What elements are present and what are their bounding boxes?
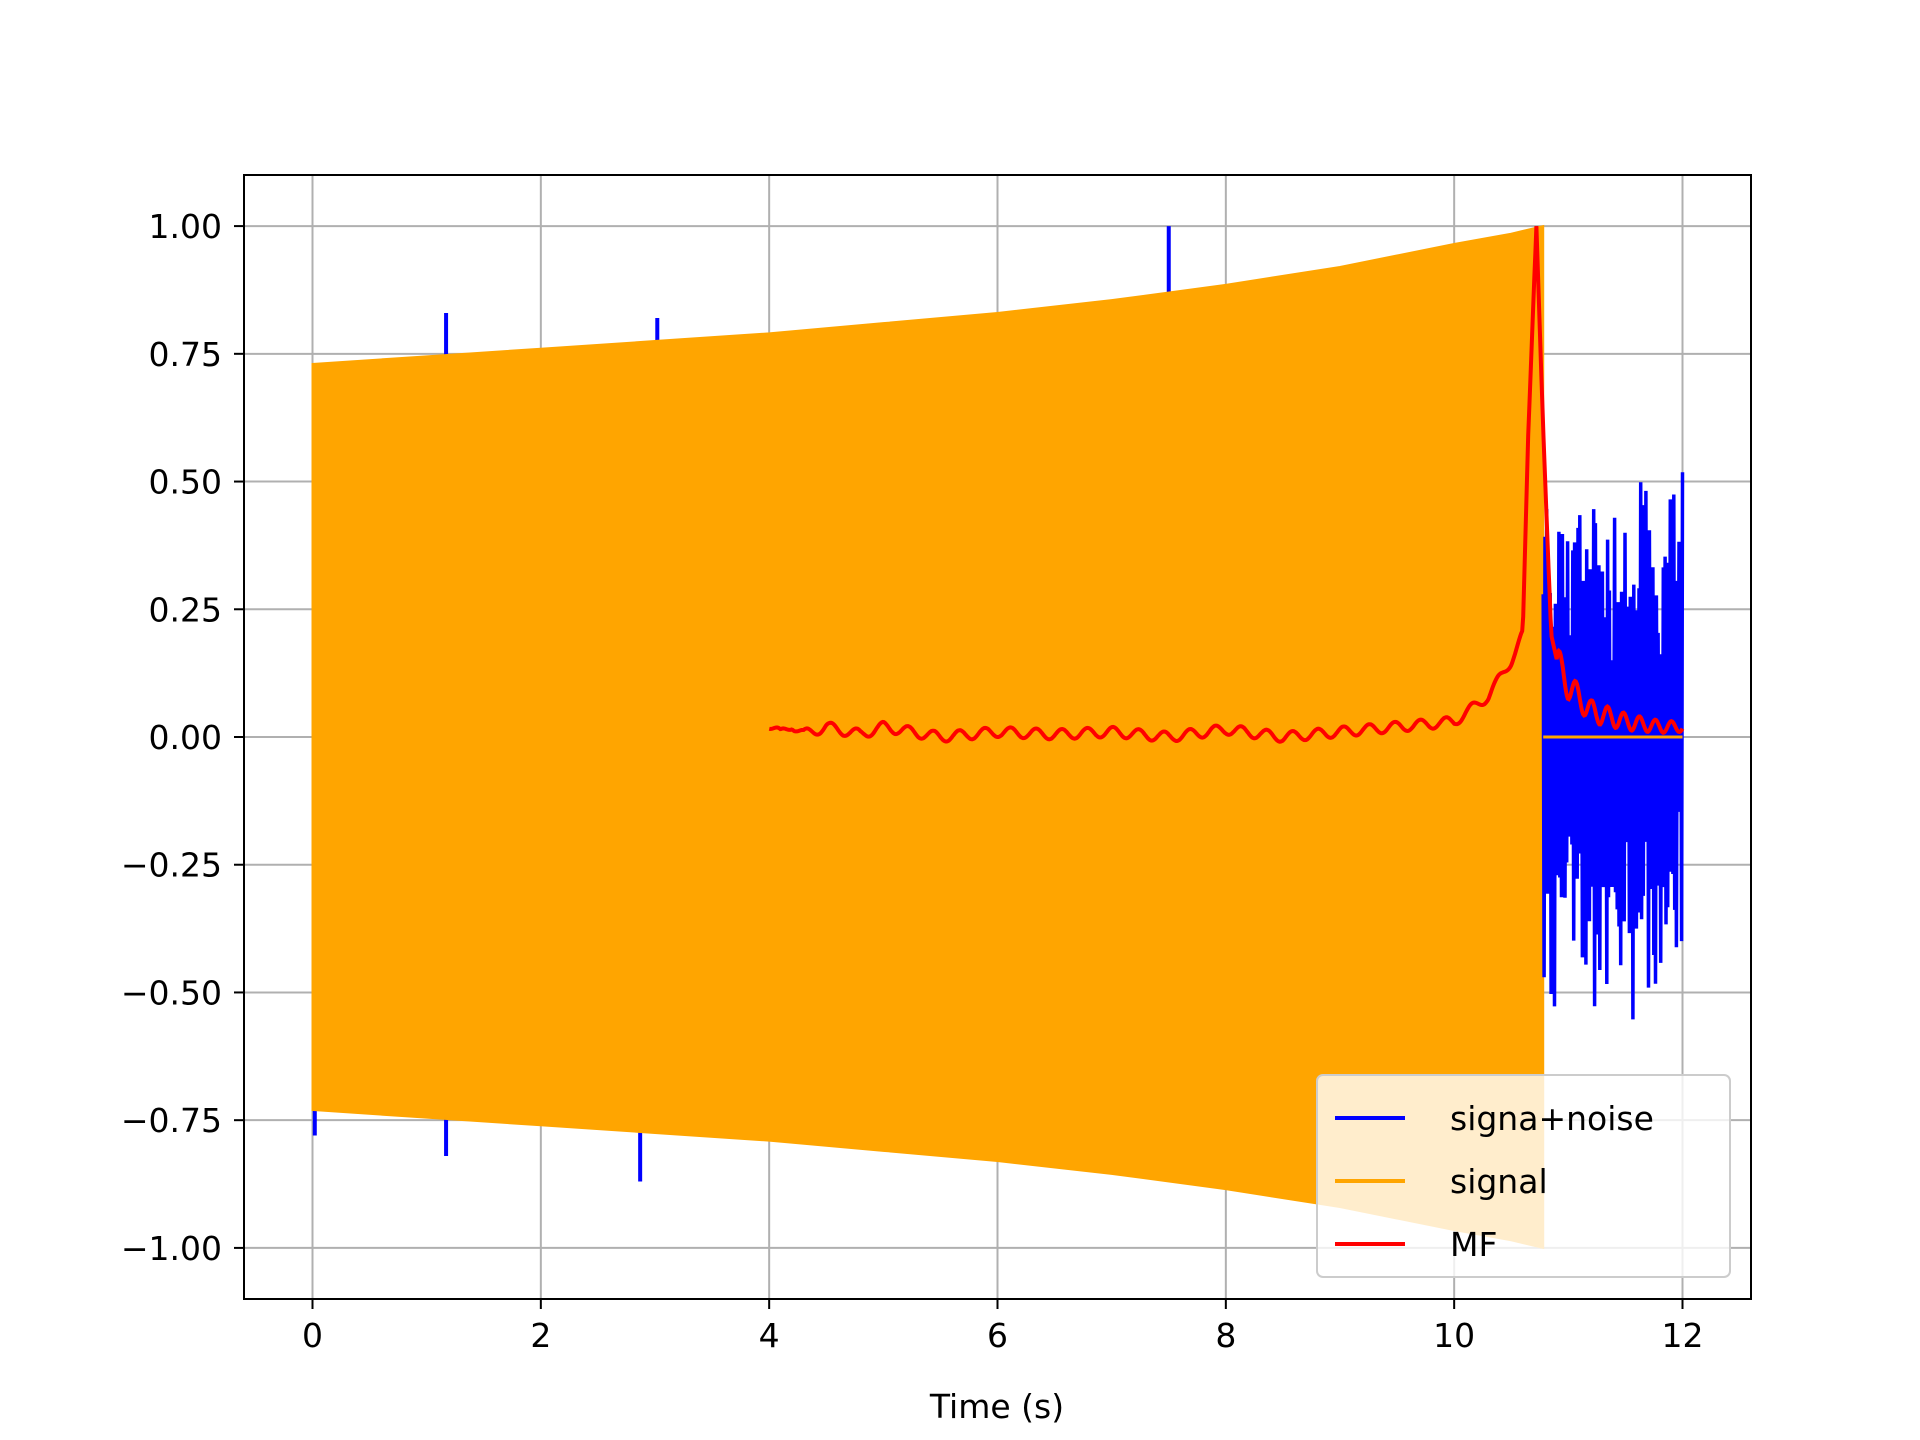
y-tick-label: 1.00	[149, 207, 222, 246]
y-tick-label: 0.50	[149, 463, 222, 502]
y-tick-label: 0.75	[149, 335, 222, 374]
legend-box	[1316, 1074, 1731, 1278]
y-tick-label: 0.00	[149, 718, 222, 757]
x-tick-label: 4	[759, 1316, 780, 1355]
mf-series	[768, 226, 1685, 744]
y-tick-label: −0.75	[121, 1101, 222, 1140]
x-tick-label: 8	[1215, 1316, 1236, 1355]
signal-noise-series	[1541, 472, 1685, 1020]
x-tick-label: 2	[530, 1316, 551, 1355]
y-tick-label: 0.25	[149, 590, 222, 629]
x-tick-label: 10	[1433, 1316, 1475, 1355]
ticks: 0 2 4 6 8 10 12 1.00 0.75 0.50 0.25 0.00 −0.25 −0.50 −…	[121, 207, 1704, 1355]
x-tick-label: 0	[302, 1316, 323, 1355]
legend-label: MF	[1450, 1225, 1497, 1264]
x-axis-label: Time (s)	[929, 1387, 1064, 1426]
x-tick-label: 6	[987, 1316, 1008, 1355]
legend-label: signa+noise	[1450, 1099, 1654, 1138]
legend: signa+noise signal MF	[1316, 1074, 1731, 1278]
y-tick-label: −0.50	[121, 973, 222, 1012]
y-tick-label: −0.25	[121, 846, 222, 885]
y-tick-label: −1.00	[121, 1229, 222, 1268]
legend-label: signal	[1450, 1162, 1548, 1201]
x-tick-label: 12	[1662, 1316, 1704, 1355]
